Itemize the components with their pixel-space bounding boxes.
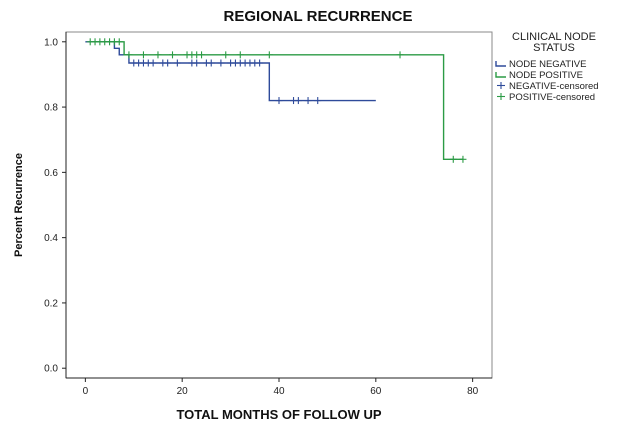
legend-swatch-cross: [497, 82, 505, 89]
legend-title-line-2: STATUS: [533, 42, 575, 54]
censored-marker-node-positive: [169, 51, 176, 59]
censored-marker-node-negative: [217, 59, 225, 67]
x-axis-title: TOTAL MONTHS OF FOLLOW UP: [176, 407, 381, 422]
series-layer: [85, 38, 467, 163]
y-axis-title: Percent Recurrence: [13, 153, 25, 257]
censored-marker-node-positive: [125, 51, 133, 59]
legend-label: POSITIVE-censored: [509, 92, 595, 103]
censored-marker-node-negative: [207, 59, 215, 67]
censored-marker-node-negative: [256, 59, 264, 67]
censored-marker-node-negative: [294, 97, 302, 105]
y-tick-label: 0.2: [44, 298, 58, 309]
legend-swatch-line: [495, 61, 506, 67]
y-tick-label: 0.8: [44, 103, 58, 114]
x-axis-ticks: 0 20 40 60 80: [83, 378, 479, 397]
legend-label: NEGATIVE-censored: [509, 81, 599, 92]
censored-marker-node-negative: [164, 59, 172, 67]
censored-marker-node-positive: [396, 51, 404, 59]
legend-swatch-cross: [497, 93, 505, 100]
series-line-node-negative: [85, 41, 376, 102]
x-tick-label: 40: [273, 386, 285, 397]
censored-marker-node-positive: [459, 155, 467, 163]
censored-marker-node-positive: [236, 51, 244, 59]
legend-title-line-1: CLINICAL NODE: [512, 31, 596, 43]
y-axis-ticks: 0.0 0.2 0.4 0.6 0.8 1.0: [44, 37, 66, 375]
censored-marker-node-positive: [154, 51, 162, 59]
y-tick-label: 0.4: [44, 233, 58, 244]
y-tick-label: 0.6: [44, 168, 58, 179]
censored-marker-node-negative: [304, 97, 312, 105]
plot-frame: [65, 31, 493, 379]
censored-marker-node-negative: [314, 97, 322, 105]
censored-marker-node-positive: [449, 155, 457, 163]
y-tick-label: 0.0: [44, 364, 58, 375]
legend-swatch-line: [495, 72, 506, 78]
legend-entry-node-positive: NODE POSITIVE: [495, 70, 583, 81]
legend-label: NODE POSITIVE: [509, 70, 583, 81]
x-tick-label: 20: [177, 386, 189, 397]
chart-title: REGIONAL RECURRENCE: [224, 8, 413, 25]
censored-marker-node-negative: [275, 97, 283, 105]
censored-marker-node-negative: [149, 59, 157, 67]
censored-marker-node-positive: [115, 38, 123, 46]
y-tick-label: 1.0: [44, 37, 58, 48]
censored-marker-node-positive: [265, 51, 273, 59]
legend-entry-positive-censored: POSITIVE-censored: [497, 92, 595, 103]
censored-marker-node-positive: [222, 51, 230, 59]
x-tick-label: 80: [467, 386, 479, 397]
censored-marker-node-negative: [193, 59, 201, 67]
x-tick-label: 60: [370, 386, 382, 397]
legend-entry-negative-censored: NEGATIVE-censored: [497, 81, 599, 92]
censored-marker-node-negative: [173, 59, 181, 67]
legend-label: NODE NEGATIVE: [509, 59, 586, 70]
x-tick-label: 0: [83, 386, 89, 397]
censored-marker-node-positive: [139, 51, 147, 59]
censored-marker-node-positive: [198, 51, 206, 59]
legend-entry-node-negative: NODE NEGATIVE: [495, 59, 586, 70]
